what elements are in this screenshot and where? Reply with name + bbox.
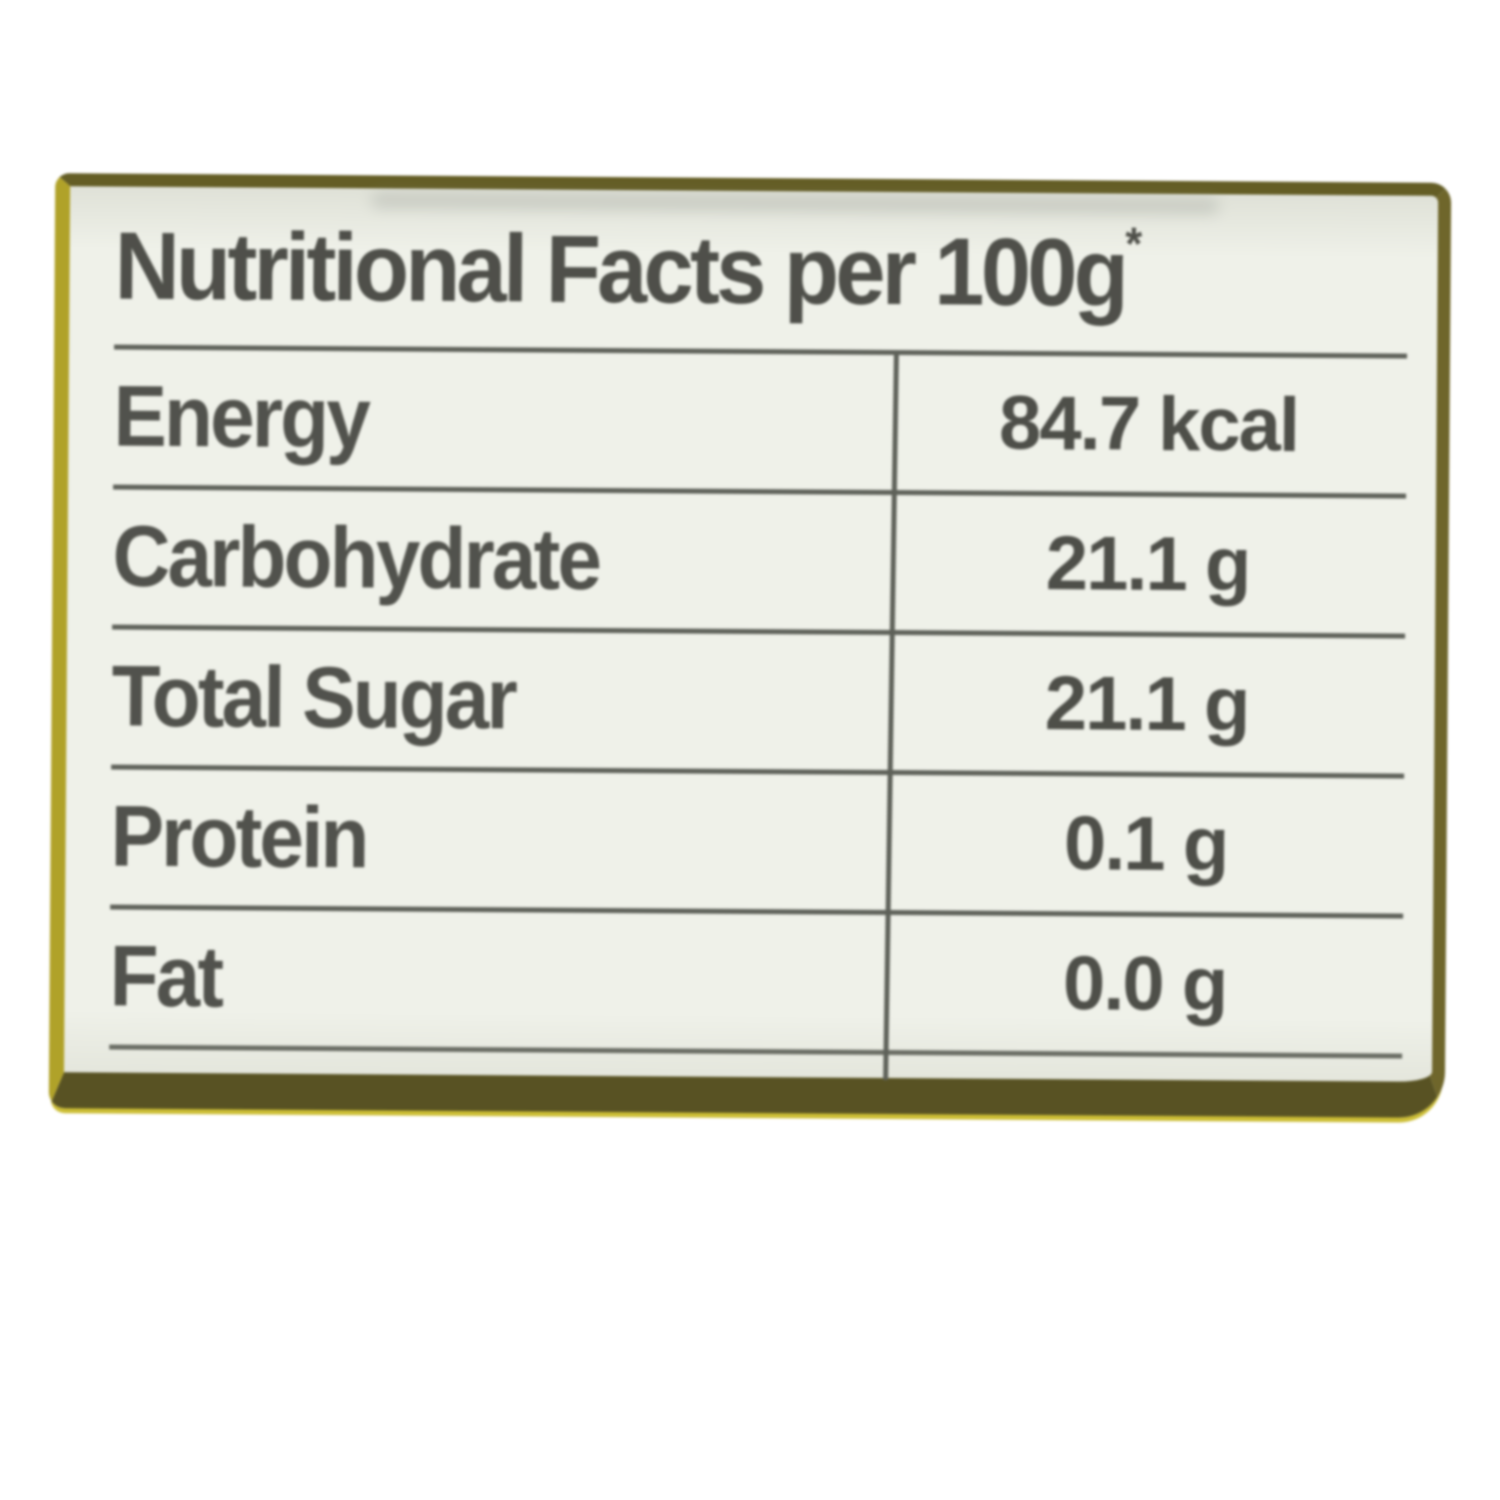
nutrient-value: 21.1 g	[1044, 661, 1249, 748]
table-row: Protein 0.1 g	[110, 769, 1405, 919]
table-title-asterisk: *	[1125, 217, 1143, 270]
nutrient-name: Fat	[109, 928, 222, 1026]
table-row: Fat 0.0 g	[109, 909, 1404, 1059]
nutrient-value: 21.1 g	[1045, 521, 1250, 608]
nutrition-label: Nutritional Facts per 100g* Energy 84.7 …	[48, 173, 1452, 1118]
nutrition-table: Nutritional Facts per 100g* Energy 84.7 …	[64, 186, 1438, 1082]
nutrient-value: 0.1 g	[1063, 801, 1228, 888]
table-title-row: Nutritional Facts per 100g*	[114, 186, 1409, 359]
nutrient-name: Carbohydrate	[112, 508, 600, 608]
table-row: Total Sugar 21.1 g	[111, 629, 1406, 779]
table-title: Nutritional Facts per 100g*	[114, 210, 1142, 329]
nutrient-value: 0.0 g	[1062, 941, 1227, 1028]
table-row: Carbohydrate 21.1 g	[112, 489, 1407, 639]
table-body: Energy 84.7 kcal Carbohydrate 21.1 g Tot…	[109, 349, 1408, 1084]
table-title-text: Nutritional Facts per 100g	[114, 212, 1126, 327]
table-row: Energy 84.7 kcal	[113, 349, 1408, 499]
nutrient-value: 84.7 kcal	[998, 380, 1299, 468]
nutrient-name: Total Sugar	[111, 648, 516, 748]
nutrient-name: Energy	[113, 368, 369, 467]
nutrient-name: Protein	[110, 788, 367, 887]
